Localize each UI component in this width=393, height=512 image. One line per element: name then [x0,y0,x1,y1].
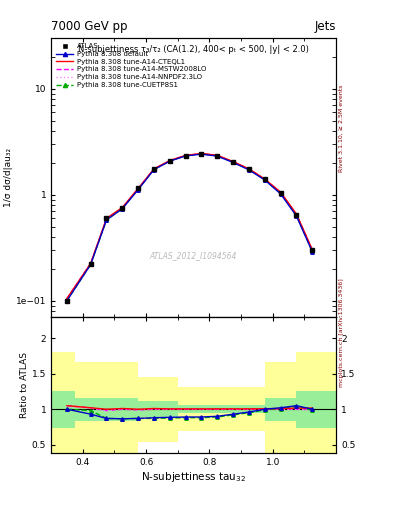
Bar [217,387,233,431]
Bar [154,401,178,417]
Bar [281,362,296,456]
X-axis label: N-subjettiness tau$_{32}$: N-subjettiness tau$_{32}$ [141,470,246,484]
Bar [217,405,233,414]
Bar [122,398,138,420]
Legend: ATLAS, Pythia 8.308 default, Pythia 8.308 tune-A14-CTEQL1, Pythia 8.308 tune-A14: ATLAS, Pythia 8.308 default, Pythia 8.30… [55,42,208,89]
Y-axis label: Ratio to ATLAS: Ratio to ATLAS [20,352,29,418]
Bar [296,391,336,428]
Bar [99,362,122,456]
Bar [233,405,265,414]
Text: ATLAS_2012_I1094564: ATLAS_2012_I1094564 [150,251,237,260]
Bar [138,377,154,442]
Bar [202,405,217,414]
Bar [281,398,296,420]
Bar [233,387,265,431]
Bar [51,391,75,428]
Bar [202,387,217,431]
Y-axis label: 1/σ dσ/d|au₃₂: 1/σ dσ/d|au₃₂ [4,148,13,207]
Bar [138,401,154,417]
Bar [265,362,281,456]
Text: N-subjettiness τ₃/τ₂ (CA(1.2), 400< pₜ < 500, |y| < 2.0): N-subjettiness τ₃/τ₂ (CA(1.2), 400< pₜ <… [78,46,309,54]
Bar [154,377,178,442]
Bar [265,398,281,420]
Bar [178,405,202,414]
Bar [122,362,138,456]
Bar [75,398,99,420]
Text: 7000 GeV pp: 7000 GeV pp [51,20,128,33]
Bar [75,362,99,456]
Bar [178,387,202,431]
Text: mcplots.cern.ch [arXiv:1306.3436]: mcplots.cern.ch [arXiv:1306.3436] [339,279,344,387]
Text: Rivet 3.1.10, ≥ 2.5M events: Rivet 3.1.10, ≥ 2.5M events [339,84,344,172]
Text: Jets: Jets [314,20,336,33]
Bar [51,352,75,466]
Bar [296,352,336,466]
Bar [99,398,122,420]
